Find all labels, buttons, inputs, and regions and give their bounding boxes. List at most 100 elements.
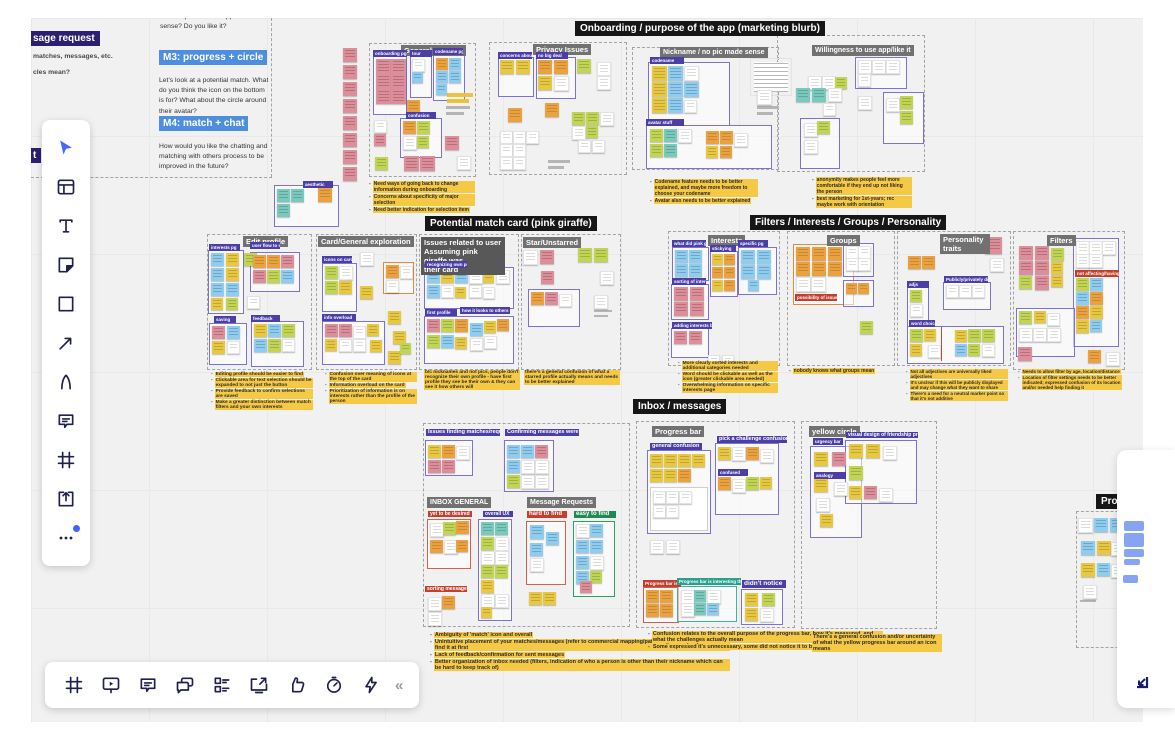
sticky-note[interactable] xyxy=(495,565,508,578)
cluster-label[interactable]: INBOX GENERAL xyxy=(427,497,492,508)
sticky-note[interactable] xyxy=(1094,518,1108,532)
sticky-note[interactable] xyxy=(1097,541,1111,555)
sticky-note[interactable] xyxy=(455,319,468,332)
sticky-note[interactable] xyxy=(247,296,260,309)
sticky-note[interactable] xyxy=(1035,246,1049,260)
sticky-note[interactable] xyxy=(291,189,304,202)
sticky-note[interactable] xyxy=(982,329,995,342)
sticky-note[interactable] xyxy=(211,283,224,296)
sticky-note[interactable] xyxy=(828,262,842,276)
cluster-label[interactable]: Willingness to use app/like it xyxy=(812,45,914,56)
sticky-note[interactable] xyxy=(538,60,552,74)
sticky-note[interactable] xyxy=(407,100,420,113)
sticky-note[interactable] xyxy=(883,446,897,460)
sticky-note[interactable] xyxy=(442,460,455,473)
sticky-note[interactable] xyxy=(804,123,818,137)
sticky-note[interactable] xyxy=(860,321,873,334)
sticky-note[interactable] xyxy=(572,112,585,125)
sticky-note[interactable] xyxy=(968,329,981,342)
section-title[interactable]: Onboarding / purpose of the app (marketi… xyxy=(575,21,825,36)
sticky-note[interactable] xyxy=(400,343,411,354)
sticky-note[interactable] xyxy=(689,331,702,344)
sticky-note[interactable] xyxy=(391,89,406,104)
frame-label[interactable]: yet to be desired xyxy=(428,511,472,517)
sticky-note[interactable] xyxy=(281,255,294,268)
sticky-note[interactable] xyxy=(267,255,280,268)
sticky-note[interactable] xyxy=(689,264,702,277)
sticky-note[interactable] xyxy=(391,74,406,89)
sticky-note[interactable] xyxy=(393,331,406,344)
tool-chat[interactable] xyxy=(172,672,198,698)
sticky-note[interactable] xyxy=(442,445,455,458)
sticky-note[interactable] xyxy=(227,326,240,339)
sticky-note[interactable] xyxy=(417,136,429,148)
sticky-note[interactable] xyxy=(576,556,589,569)
sticky-note[interactable] xyxy=(374,120,387,133)
sticky-note[interactable] xyxy=(211,268,224,281)
frame-label[interactable]: how it looks to others xyxy=(460,307,510,314)
board-canvas[interactable]: sage request matches, messages, etc. cles … xyxy=(31,18,1143,722)
sticky-note[interactable] xyxy=(538,76,552,90)
sticky-note[interactable] xyxy=(513,144,526,157)
sticky-note[interactable] xyxy=(678,129,692,143)
sticky-note[interactable] xyxy=(972,285,985,298)
sticky-note[interactable] xyxy=(1051,275,1063,287)
insights-list[interactable]: - Needs to allow filter by age, location/… xyxy=(1018,369,1122,391)
sticky-note[interactable] xyxy=(1088,350,1101,363)
sticky-note[interactable] xyxy=(325,266,338,279)
sticky-note[interactable] xyxy=(1090,292,1103,305)
sticky-note[interactable] xyxy=(594,295,608,309)
sticky-note[interactable] xyxy=(226,268,239,281)
sticky-note[interactable] xyxy=(481,594,495,608)
sticky-note[interactable] xyxy=(428,612,442,626)
sticky-note[interactable] xyxy=(353,339,366,352)
sticky-note[interactable] xyxy=(559,294,572,307)
sticky-note[interactable] xyxy=(796,247,810,261)
sticky-note[interactable] xyxy=(834,482,848,496)
sticky-note[interactable] xyxy=(1090,306,1103,319)
cluster-label[interactable]: Edit profile xyxy=(243,236,289,247)
sticky-note[interactable] xyxy=(543,592,556,605)
sticky-note[interactable] xyxy=(428,445,441,458)
frame-label[interactable]: sorting of interests xyxy=(672,278,706,285)
sticky-note[interactable] xyxy=(586,112,599,125)
sticky-note[interactable] xyxy=(724,280,735,291)
sticky-note[interactable] xyxy=(597,76,611,90)
sticky-note[interactable] xyxy=(554,76,569,91)
sticky-note[interactable] xyxy=(443,522,456,535)
sticky-note[interactable] xyxy=(253,255,266,268)
sticky-note[interactable] xyxy=(832,452,846,466)
sticky-note[interactable] xyxy=(745,593,758,606)
frame-label[interactable]: specific pg xyxy=(738,240,768,247)
sticky-note[interactable] xyxy=(690,287,704,301)
sticky-note[interactable] xyxy=(690,302,704,316)
sticky-note[interactable] xyxy=(718,447,731,460)
sticky-note[interactable] xyxy=(835,77,847,89)
sticky-note[interactable] xyxy=(545,103,559,117)
sticky-note[interactable] xyxy=(720,146,732,158)
sticky-note[interactable] xyxy=(955,344,967,356)
sticky-note[interactable] xyxy=(495,537,509,551)
sticky-note[interactable] xyxy=(712,267,723,278)
sticky-note[interactable] xyxy=(846,283,857,294)
frame-label[interactable]: recognizing own profile xyxy=(425,261,467,268)
sticky-note[interactable] xyxy=(812,88,826,102)
sticky-note[interactable] xyxy=(600,112,614,126)
sticky-note[interactable] xyxy=(484,321,496,333)
sticky-note[interactable] xyxy=(456,446,470,460)
sticky-note[interactable] xyxy=(508,108,522,122)
sticky-note[interactable] xyxy=(375,157,388,170)
sticky-note[interactable] xyxy=(724,254,735,265)
sticky-note[interactable] xyxy=(674,302,688,316)
insights-list[interactable]: - Confusion over meaning of icons at the … xyxy=(325,372,417,405)
sticky-note[interactable] xyxy=(664,129,677,142)
sticky-note[interactable] xyxy=(268,324,281,337)
sticky-note[interactable] xyxy=(1097,563,1110,576)
sticky-note[interactable] xyxy=(796,88,810,102)
sticky-note[interactable] xyxy=(481,580,494,593)
sticky-note[interactable] xyxy=(590,571,602,583)
sticky-note[interactable] xyxy=(1081,563,1095,577)
sticky-note[interactable] xyxy=(796,277,811,292)
sticky-note[interactable] xyxy=(732,447,746,461)
sticky-note[interactable] xyxy=(481,551,495,565)
